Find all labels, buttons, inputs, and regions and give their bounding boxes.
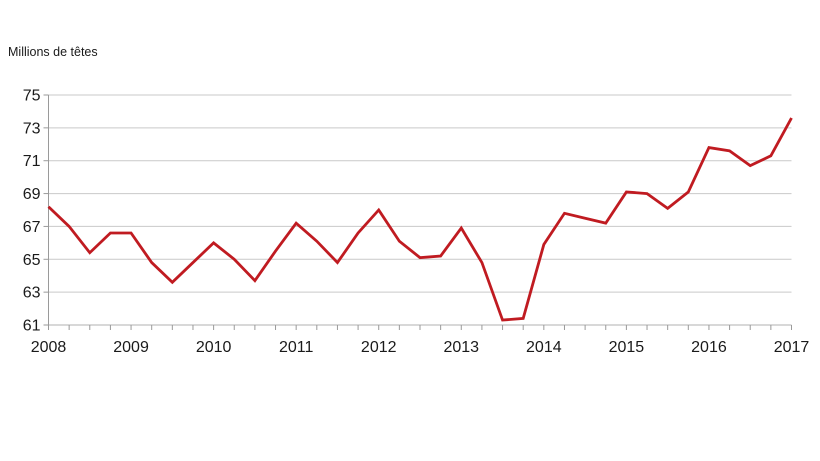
- x-tick-label: 2009: [113, 339, 149, 356]
- x-tick-label: 2008: [31, 339, 67, 356]
- y-tick-label: 61: [23, 318, 41, 335]
- data-line: [47, 117, 793, 322]
- y-tick-label: 75: [23, 88, 41, 105]
- y-tick-label: 67: [23, 219, 41, 236]
- y-tick-label: 63: [23, 285, 41, 302]
- x-tick-label: 2016: [691, 339, 727, 356]
- x-tick-label: 2013: [443, 339, 479, 356]
- y-tick-label: 65: [23, 252, 41, 269]
- y-tick-label: 71: [23, 153, 41, 170]
- x-tick-label: 2012: [361, 339, 397, 356]
- y-tick-label: 73: [23, 120, 41, 137]
- y-tick-label: 69: [23, 186, 41, 203]
- x-tick-label: 2011: [279, 339, 314, 356]
- x-tick-label: 2015: [609, 339, 645, 356]
- x-tick-label: 2014: [526, 339, 562, 356]
- y-axis-unit-label: Millions de têtes: [8, 45, 98, 59]
- x-tick-label: 2017: [774, 339, 810, 356]
- x-tick-label: 2010: [196, 339, 232, 356]
